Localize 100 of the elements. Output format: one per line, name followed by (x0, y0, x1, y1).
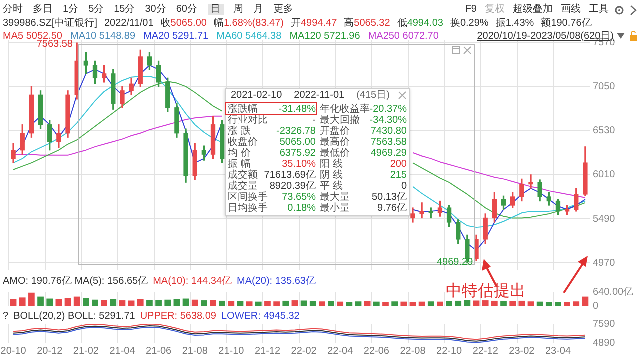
text: 分时 (3, 4, 23, 15)
y-tick-label: 6530 (593, 126, 616, 137)
x-tick-label: 20-12 (37, 346, 64, 357)
bar (400, 302, 408, 306)
bar (518, 300, 526, 306)
text: LOWER: 4945.32 (221, 311, 300, 322)
annotation: 日均换手 (228, 203, 268, 214)
bar (355, 302, 362, 306)
text: 低4994.03 (397, 18, 444, 29)
annotation: 最低价 (320, 148, 350, 159)
annotation: -20.37% (370, 104, 407, 115)
bar (564, 302, 570, 306)
x-tick-label: 22-08 (400, 346, 426, 357)
text: 幅1.68%(83.47) (214, 18, 284, 29)
y-tick-label: 4890 (593, 338, 616, 349)
bar (210, 300, 216, 306)
bar (137, 299, 144, 306)
text: 周 (234, 4, 244, 15)
annotation: 4969.29 (437, 257, 474, 268)
annotation: 9.76亿 (378, 203, 407, 214)
y-tick-label: 7050 (593, 81, 616, 92)
bar (455, 300, 462, 306)
bar (510, 301, 516, 306)
bar (310, 301, 316, 306)
y-tick-label: 4970 (593, 258, 616, 269)
annotation: MA20 5291.71 (144, 31, 209, 42)
bar (382, 302, 389, 306)
annotation: 35.10% (282, 159, 316, 170)
bar (337, 302, 344, 306)
text: 399986.SZ[中证银行] (3, 18, 98, 29)
bar (528, 302, 534, 306)
text: BOLL(20,2) BOLL: 5291.71 (14, 311, 136, 322)
bar (364, 301, 371, 306)
annotation: 最小量 (320, 203, 350, 214)
x-tick-label: 21-10 (218, 346, 245, 357)
text: ? (3, 311, 9, 322)
bar (201, 300, 208, 306)
annotation: -34.30% (370, 115, 407, 126)
annotation: 中特估提出 (446, 283, 526, 301)
y-tick-label: 5490 (593, 214, 616, 225)
bar (392, 302, 398, 306)
text: MA(20): 135.63亿 (237, 276, 316, 287)
bar (38, 296, 44, 306)
bar (373, 302, 380, 306)
bar (274, 302, 280, 306)
annotation: 最大回撤 (320, 115, 360, 126)
annotation: MA250 6072.70 (368, 31, 439, 42)
x-tick-label: 21-08 (182, 346, 208, 357)
annotation: 2021-02-10 (231, 90, 282, 101)
text: 收5065.00 (160, 18, 207, 29)
bar (74, 296, 80, 306)
x-tick-label: 21-04 (110, 346, 136, 357)
y-tick-label: 640.00亿 (593, 286, 634, 298)
bar (182, 298, 190, 306)
annotation: (415日) (356, 90, 390, 101)
bar (482, 300, 489, 306)
bar (10, 299, 17, 306)
text: 2022/11/01 (104, 18, 154, 29)
annotation: 73.65% (282, 192, 316, 203)
y-tick-label: 7590 (593, 318, 616, 330)
bar (282, 300, 290, 306)
bar (292, 300, 298, 306)
bar (500, 301, 507, 306)
text: MA(10): 144.34亿 (153, 276, 232, 287)
annotation: 7563.58 (370, 137, 407, 148)
bar (446, 301, 452, 306)
annotation: 2022-11-01 (294, 90, 345, 101)
bar (28, 292, 35, 306)
annotation: MA120 5721.96 (290, 31, 360, 42)
text: 振1.43% (496, 18, 534, 29)
bar (555, 302, 562, 306)
bar (437, 302, 444, 306)
bar (319, 302, 326, 306)
bar (328, 301, 334, 306)
bar (64, 298, 72, 306)
annotation: 成交额 (228, 170, 258, 181)
x-tick-label: 22-04 (328, 346, 354, 357)
bar (264, 301, 271, 306)
annotation: 振 幅 (228, 159, 251, 170)
text: 复权 (485, 4, 505, 15)
x-tick-label: 21-06 (146, 346, 172, 357)
annotation: 涨 跌 (228, 126, 251, 137)
annotation: 0 (401, 181, 407, 192)
text: 1分 (63, 4, 79, 15)
annotation: MA10 5148.89 (70, 31, 136, 42)
y-tick-label: 0 (593, 300, 599, 312)
text: 超级叠加 (513, 4, 553, 15)
annotation: 最高价 (320, 137, 350, 148)
text: 多日 (33, 4, 53, 15)
annotation: 6375.92 (280, 148, 316, 159)
x-tick-label: 23-02 (509, 346, 536, 357)
annotation: 最大量 (320, 192, 350, 203)
bar (19, 298, 26, 306)
bar (237, 301, 244, 306)
annotation: - (312, 115, 316, 126)
bar (573, 302, 580, 306)
annotation: 7563.58 (36, 39, 73, 50)
annotation: 涨跌幅 (228, 104, 258, 115)
annotation: 阴 线 (320, 170, 343, 181)
text: 30分 (145, 4, 166, 15)
